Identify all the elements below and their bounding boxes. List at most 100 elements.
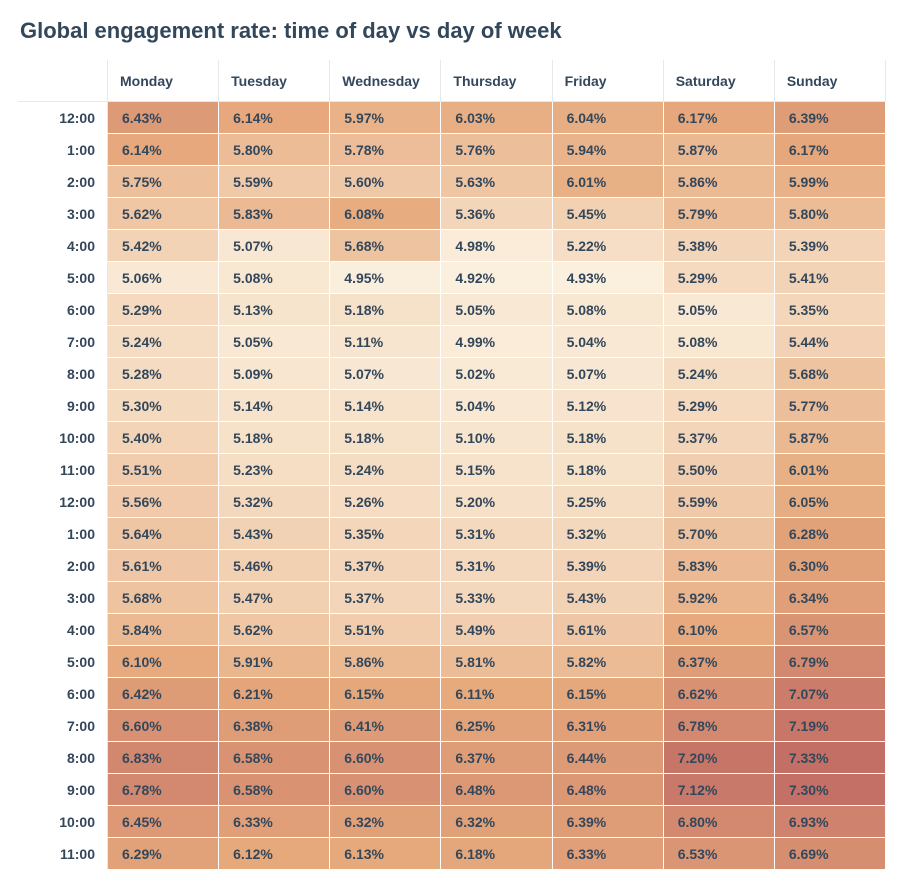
heatmap-cell: 5.92% bbox=[664, 582, 775, 614]
row-label: 8:00 bbox=[18, 742, 108, 774]
heatmap-cell: 6.33% bbox=[219, 806, 330, 838]
heatmap-cell: 5.63% bbox=[441, 166, 552, 198]
row-label: 12:00 bbox=[18, 486, 108, 518]
heatmap-cell: 4.92% bbox=[441, 262, 552, 294]
heatmap-cell: 6.60% bbox=[108, 710, 219, 742]
heatmap-cell: 5.40% bbox=[108, 422, 219, 454]
heatmap-cell: 6.42% bbox=[108, 678, 219, 710]
heatmap-cell: 6.58% bbox=[219, 774, 330, 806]
heatmap-cell: 7.30% bbox=[775, 774, 886, 806]
row-label: 7:00 bbox=[18, 326, 108, 358]
heatmap-cell: 5.41% bbox=[775, 262, 886, 294]
row-label: 4:00 bbox=[18, 614, 108, 646]
table-row: 4:005.42%5.07%5.68%4.98%5.22%5.38%5.39% bbox=[18, 230, 886, 262]
row-label: 10:00 bbox=[18, 422, 108, 454]
heatmap-cell: 6.03% bbox=[441, 102, 552, 134]
table-row: 11:005.51%5.23%5.24%5.15%5.18%5.50%6.01% bbox=[18, 454, 886, 486]
heatmap-cell: 6.37% bbox=[664, 646, 775, 678]
table-row: 12:006.43%6.14%5.97%6.03%6.04%6.17%6.39% bbox=[18, 102, 886, 134]
heatmap-cell: 5.56% bbox=[108, 486, 219, 518]
column-header: Monday bbox=[108, 60, 219, 102]
heatmap-cell: 5.45% bbox=[553, 198, 664, 230]
heatmap-cell: 4.95% bbox=[330, 262, 441, 294]
heatmap-cell: 5.87% bbox=[775, 422, 886, 454]
row-label: 12:00 bbox=[18, 102, 108, 134]
heatmap-cell: 5.76% bbox=[441, 134, 552, 166]
heatmap-cell: 4.99% bbox=[441, 326, 552, 358]
heatmap-cell: 6.31% bbox=[553, 710, 664, 742]
heatmap-cell: 5.77% bbox=[775, 390, 886, 422]
row-label: 3:00 bbox=[18, 582, 108, 614]
column-header: Tuesday bbox=[219, 60, 330, 102]
table-row: 6:006.42%6.21%6.15%6.11%6.15%6.62%7.07% bbox=[18, 678, 886, 710]
table-row: 10:006.45%6.33%6.32%6.32%6.39%6.80%6.93% bbox=[18, 806, 886, 838]
heatmap-cell: 5.78% bbox=[330, 134, 441, 166]
table-row: 9:006.78%6.58%6.60%6.48%6.48%7.12%7.30% bbox=[18, 774, 886, 806]
column-header: Friday bbox=[553, 60, 664, 102]
heatmap-cell: 5.30% bbox=[108, 390, 219, 422]
heatmap-cell: 5.14% bbox=[219, 390, 330, 422]
heatmap-cell: 5.39% bbox=[553, 550, 664, 582]
heatmap-cell: 6.80% bbox=[664, 806, 775, 838]
heatmap-cell: 5.31% bbox=[441, 550, 552, 582]
table-row: 5:005.06%5.08%4.95%4.92%4.93%5.29%5.41% bbox=[18, 262, 886, 294]
heatmap-cell: 5.15% bbox=[441, 454, 552, 486]
heatmap-cell: 6.15% bbox=[553, 678, 664, 710]
table-row: 7:006.60%6.38%6.41%6.25%6.31%6.78%7.19% bbox=[18, 710, 886, 742]
heatmap-cell: 6.17% bbox=[775, 134, 886, 166]
header-corner bbox=[18, 60, 108, 102]
heatmap-cell: 6.34% bbox=[775, 582, 886, 614]
row-label: 1:00 bbox=[18, 134, 108, 166]
heatmap-cell: 5.64% bbox=[108, 518, 219, 550]
heatmap-cell: 5.87% bbox=[664, 134, 775, 166]
row-label: 11:00 bbox=[18, 838, 108, 870]
heatmap-cell: 5.08% bbox=[664, 326, 775, 358]
heatmap-cell: 5.83% bbox=[219, 198, 330, 230]
heatmap-cell: 5.05% bbox=[441, 294, 552, 326]
heatmap-cell: 6.14% bbox=[108, 134, 219, 166]
heatmap-cell: 6.39% bbox=[775, 102, 886, 134]
heatmap-cell: 6.93% bbox=[775, 806, 886, 838]
heatmap-cell: 5.51% bbox=[108, 454, 219, 486]
heatmap-cell: 5.46% bbox=[219, 550, 330, 582]
heatmap-cell: 6.25% bbox=[441, 710, 552, 742]
heatmap-cell: 6.41% bbox=[330, 710, 441, 742]
heatmap-cell: 5.47% bbox=[219, 582, 330, 614]
row-label: 5:00 bbox=[18, 262, 108, 294]
heatmap-cell: 6.83% bbox=[108, 742, 219, 774]
table-row: 5:006.10%5.91%5.86%5.81%5.82%6.37%6.79% bbox=[18, 646, 886, 678]
heatmap-cell: 5.28% bbox=[108, 358, 219, 390]
heatmap-cell: 5.05% bbox=[664, 294, 775, 326]
heatmap-cell: 5.62% bbox=[108, 198, 219, 230]
heatmap-cell: 5.23% bbox=[219, 454, 330, 486]
table-row: 2:005.61%5.46%5.37%5.31%5.39%5.83%6.30% bbox=[18, 550, 886, 582]
heatmap-cell: 5.10% bbox=[441, 422, 552, 454]
heatmap-cell: 5.18% bbox=[330, 294, 441, 326]
table-row: 8:006.83%6.58%6.60%6.37%6.44%7.20%7.33% bbox=[18, 742, 886, 774]
heatmap-cell: 5.25% bbox=[553, 486, 664, 518]
heatmap-cell: 5.61% bbox=[108, 550, 219, 582]
row-label: 3:00 bbox=[18, 198, 108, 230]
heatmap-cell: 5.33% bbox=[441, 582, 552, 614]
table-row: 7:005.24%5.05%5.11%4.99%5.04%5.08%5.44% bbox=[18, 326, 886, 358]
heatmap-cell: 5.08% bbox=[553, 294, 664, 326]
heatmap-cell: 6.33% bbox=[553, 838, 664, 870]
table-row: 8:005.28%5.09%5.07%5.02%5.07%5.24%5.68% bbox=[18, 358, 886, 390]
table-row: 6:005.29%5.13%5.18%5.05%5.08%5.05%5.35% bbox=[18, 294, 886, 326]
heatmap-cell: 5.35% bbox=[775, 294, 886, 326]
heatmap-cell: 6.04% bbox=[553, 102, 664, 134]
heatmap-cell: 6.58% bbox=[219, 742, 330, 774]
heatmap-cell: 5.35% bbox=[330, 518, 441, 550]
heatmap-cell: 5.29% bbox=[664, 390, 775, 422]
row-label: 6:00 bbox=[18, 294, 108, 326]
heatmap-cell: 6.14% bbox=[219, 102, 330, 134]
heatmap-cell: 6.30% bbox=[775, 550, 886, 582]
heatmap-cell: 4.93% bbox=[553, 262, 664, 294]
column-header: Wednesday bbox=[330, 60, 441, 102]
heatmap-cell: 6.32% bbox=[441, 806, 552, 838]
heatmap-cell: 6.78% bbox=[108, 774, 219, 806]
column-header: Saturday bbox=[664, 60, 775, 102]
heatmap-cell: 5.18% bbox=[219, 422, 330, 454]
heatmap-cell: 5.91% bbox=[219, 646, 330, 678]
heatmap-cell: 6.01% bbox=[775, 454, 886, 486]
